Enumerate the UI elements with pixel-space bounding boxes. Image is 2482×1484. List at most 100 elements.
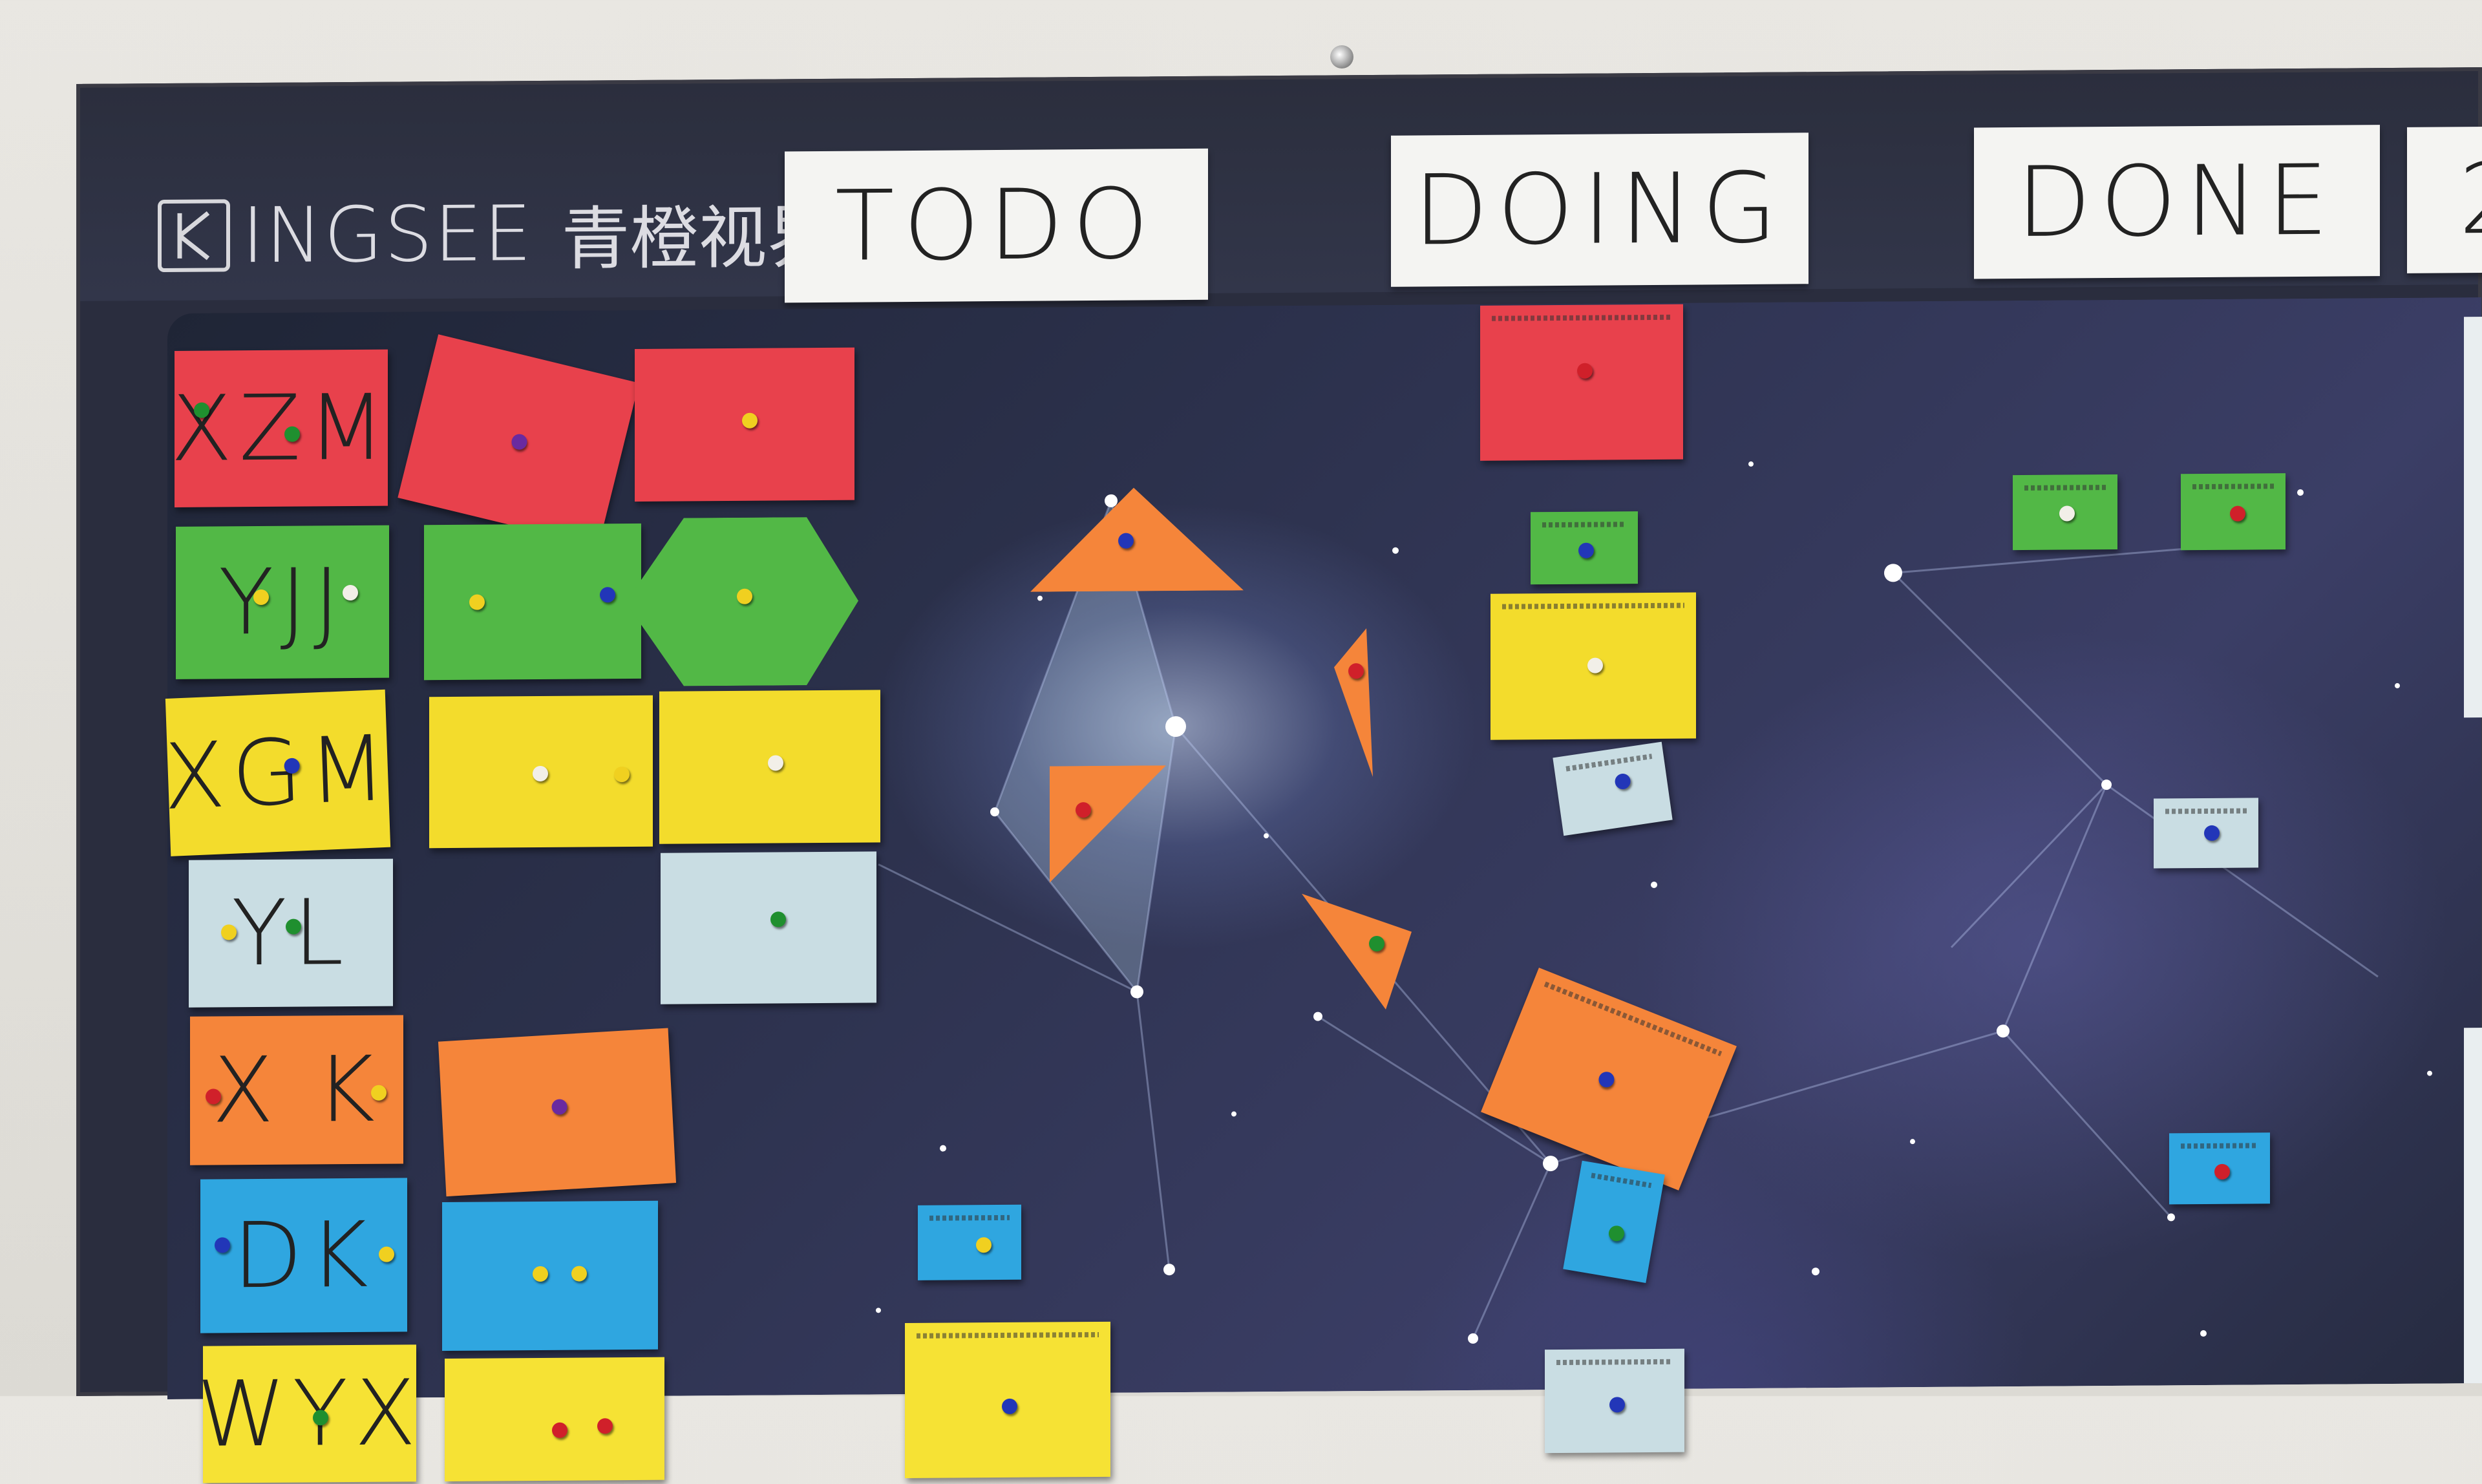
push-pin	[1002, 1398, 1017, 1415]
task-note-small[interactable]	[918, 1204, 1021, 1280]
row-card-xk: X K	[190, 1015, 403, 1165]
starfield-panel	[167, 297, 2481, 1400]
push-pin	[215, 1237, 230, 1253]
column-header-doing: DOING	[1391, 132, 1808, 287]
handwriting	[1502, 602, 1684, 610]
push-pin	[509, 432, 529, 452]
kanban-board: INGSEE 青橙视界 TODO DOING DONE 2	[76, 67, 2482, 1483]
row-label: DK	[233, 1202, 375, 1309]
handwriting	[917, 1331, 1099, 1339]
push-pin	[1118, 533, 1134, 549]
push-pin	[1587, 657, 1603, 673]
push-pin	[770, 911, 786, 928]
task-note-small[interactable]	[1531, 511, 1638, 585]
push-pin	[597, 1418, 613, 1434]
task-note[interactable]	[442, 1200, 658, 1352]
task-triangle[interactable]	[1302, 893, 1412, 1010]
push-pin	[1076, 802, 1091, 818]
push-pin	[206, 1088, 221, 1105]
task-note-hexagon[interactable]	[626, 517, 858, 687]
push-pin	[286, 918, 301, 935]
column-header-todo-label: TODO	[834, 168, 1158, 283]
row-label: YJJ	[218, 549, 347, 655]
task-note-small[interactable]	[2013, 474, 2117, 551]
push-pin	[2059, 505, 2075, 522]
push-pin	[1609, 1397, 1625, 1413]
task-note[interactable]	[1490, 592, 1696, 740]
push-pin	[284, 426, 300, 442]
brand-name: INGSEE	[242, 189, 533, 281]
task-note[interactable]	[438, 1028, 677, 1197]
push-pin	[2214, 1163, 2230, 1180]
push-pin	[2204, 825, 2220, 842]
push-pin	[343, 584, 358, 601]
task-note[interactable]	[1480, 304, 1683, 461]
task-note[interactable]	[905, 1321, 1110, 1479]
task-note[interactable]	[635, 347, 854, 502]
push-pin	[1369, 935, 1384, 952]
task-triangle[interactable]	[1334, 628, 1373, 777]
task-note[interactable]	[1545, 1348, 1684, 1454]
push-pin	[552, 1422, 567, 1438]
task-note-small[interactable]	[2181, 473, 2286, 551]
task-note-small[interactable]	[2154, 798, 2258, 869]
push-pin	[976, 1237, 992, 1253]
handwriting	[1542, 522, 1626, 528]
push-pin	[194, 402, 209, 418]
task-note[interactable]	[445, 1357, 664, 1482]
task-note-small[interactable]	[2169, 1132, 2270, 1205]
handwriting	[1591, 1172, 1652, 1189]
push-pin	[1348, 663, 1364, 679]
push-pin	[571, 1266, 587, 1282]
row-card-yjj: YJJ	[176, 525, 389, 679]
task-note[interactable]	[659, 690, 880, 844]
push-pin	[600, 587, 615, 603]
task-note-small[interactable]	[1553, 741, 1673, 836]
row-card-dk: DK	[200, 1178, 407, 1333]
push-pin	[379, 1246, 394, 1262]
push-pin	[768, 755, 783, 771]
column-header-doing-label: DOING	[1413, 152, 1787, 268]
push-pin	[221, 924, 237, 940]
push-pin	[1614, 772, 1632, 790]
handwriting	[2024, 485, 2106, 491]
column-header-next: 2	[2407, 126, 2482, 273]
push-pin	[551, 1098, 568, 1116]
handwriting	[2165, 808, 2247, 814]
handwriting	[1492, 314, 1671, 321]
push-pin	[1607, 1224, 1626, 1243]
push-pin	[253, 589, 269, 606]
partial-card-edge	[2464, 316, 2482, 718]
partial-card-edge	[2464, 1027, 2482, 1384]
task-note[interactable]	[429, 695, 653, 849]
handwriting	[2181, 1143, 2258, 1149]
column-header-done-label: DONE	[2016, 144, 2338, 260]
push-pin	[2230, 505, 2245, 522]
push-pin	[742, 412, 758, 429]
push-pin	[614, 767, 630, 783]
push-pin	[469, 594, 485, 610]
row-card-wyx: WYX	[196, 1344, 423, 1483]
push-pin	[533, 765, 548, 782]
row-label: XGM	[161, 715, 395, 831]
wall-nail	[1330, 45, 1353, 69]
row-label: XZM	[170, 375, 392, 482]
row-card-xzm: XZM	[170, 349, 392, 507]
push-pin	[1577, 363, 1593, 379]
push-pin	[1578, 542, 1594, 558]
row-card-xgm: XGM	[161, 689, 395, 856]
task-triangle[interactable]	[1030, 487, 1244, 592]
task-note[interactable]	[661, 851, 876, 1004]
handwriting	[929, 1214, 1010, 1221]
push-pin	[313, 1410, 328, 1426]
task-triangle[interactable]	[1050, 765, 1166, 883]
column-header-todo: TODO	[785, 148, 1208, 303]
row-card-yl: YL	[189, 858, 393, 1008]
push-pin	[533, 1266, 548, 1282]
column-header-done: DONE	[1974, 125, 2380, 279]
push-pin	[1596, 1069, 1617, 1090]
handwriting	[1556, 1359, 1673, 1366]
task-note[interactable]	[424, 523, 641, 681]
row-label: WYX	[196, 1360, 423, 1468]
handwriting	[2192, 483, 2274, 490]
